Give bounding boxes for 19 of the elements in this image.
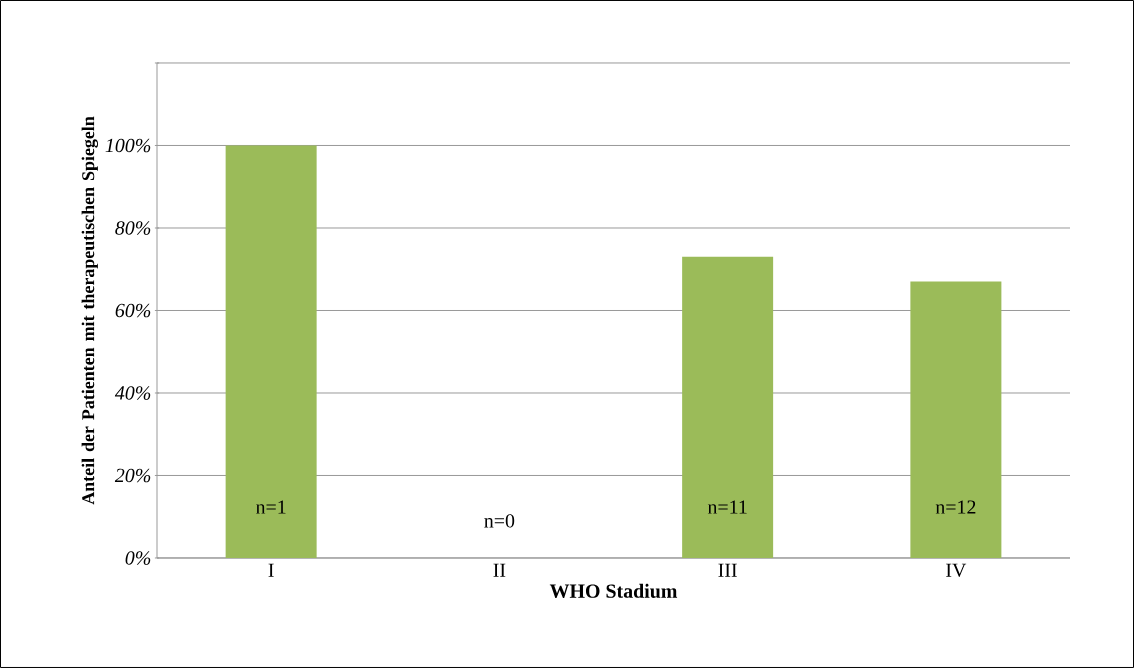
annotation: n=0 <box>484 514 515 528</box>
x-tick-label: IV <box>946 563 967 577</box>
y-tick-label: 80% <box>115 221 151 235</box>
annotation: n=11 <box>707 500 747 514</box>
annotation: n=1 <box>256 500 286 514</box>
y-tick-label: 40% <box>114 386 151 400</box>
bar <box>225 145 317 558</box>
y-tick-label: 20% <box>114 468 151 483</box>
y-tick-label: 100% <box>105 138 151 153</box>
annotation: n=12 <box>935 500 976 514</box>
y-tick-label: 60% <box>115 303 151 318</box>
x-axis-title: WHO Stadium <box>549 583 678 598</box>
x-tick-label: II <box>493 563 506 577</box>
x-tick-label: I <box>268 563 274 577</box>
y-tick-label: 0% <box>125 551 151 565</box>
x-tick-label: III <box>718 563 737 577</box>
bar <box>682 256 774 558</box>
bar <box>910 281 1002 558</box>
y-axis-title: Anteil der Patienten mit therapeutischen Spiegeln <box>81 116 99 505</box>
